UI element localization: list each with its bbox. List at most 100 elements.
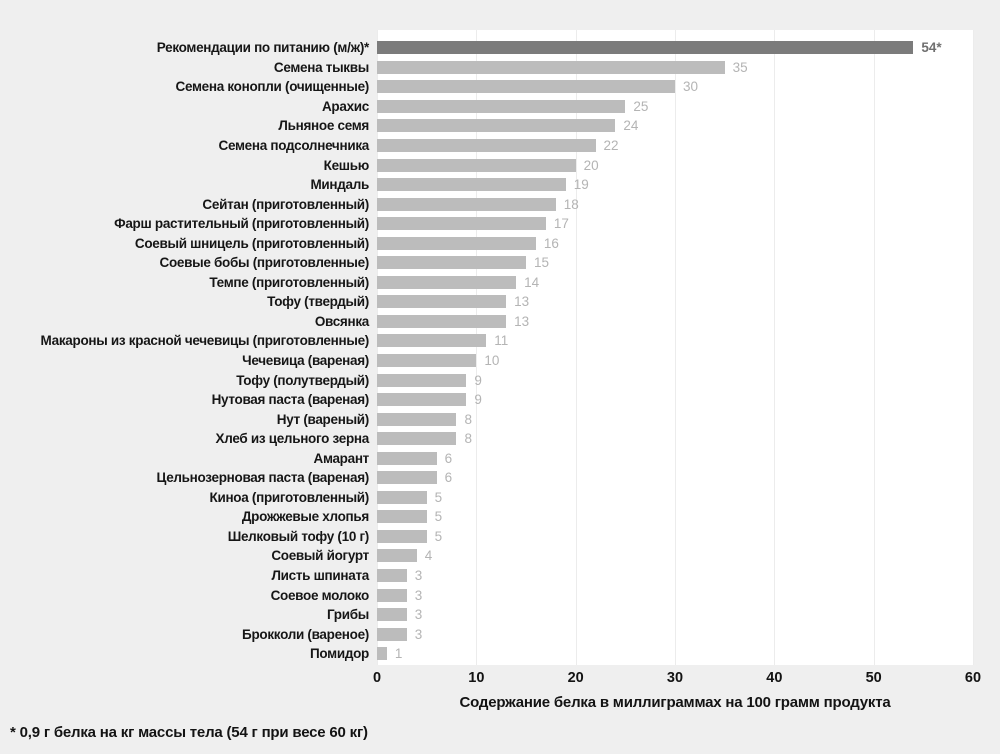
bar — [377, 275, 517, 289]
category-label: Соевый шницель (приготовленный) — [134, 235, 369, 251]
value-label: 54* — [921, 40, 942, 56]
bar-row: Арахис 25 — [0, 97, 1000, 117]
category-label: Хлеб из цельного зерна — [215, 431, 370, 447]
bar — [377, 393, 467, 407]
category-label: Льняное семя — [278, 118, 369, 134]
bar-row: Нутовая паста (вареная) 9 — [0, 390, 1000, 410]
value-label: 10 — [484, 353, 500, 369]
x-tick-label: 20 — [567, 670, 584, 686]
bar — [377, 60, 725, 74]
x-tick-label: 40 — [766, 670, 783, 686]
value-label: 13 — [514, 294, 530, 310]
bar-row: Нут (вареный) 8 — [0, 409, 1000, 429]
category-label: Рекомендации по питанию (м/ж)* — [156, 40, 370, 56]
bar-row: Чечевица (вареная) 10 — [0, 351, 1000, 371]
bar — [377, 471, 437, 485]
gridline — [476, 30, 478, 665]
bar — [377, 99, 626, 113]
category-label: Киноа (приготовленный) — [209, 489, 370, 505]
category-label: Фарш растительный (приготовленный) — [114, 216, 369, 232]
bar-row: Фарш растительный (приготовленный) 17 — [0, 214, 1000, 234]
bar-row: Соевые бобы (приготовленные) 15 — [0, 253, 1000, 273]
value-label: 8 — [464, 411, 472, 427]
category-label: Чечевица (вареная) — [242, 353, 369, 369]
value-label: 15 — [534, 255, 550, 271]
bar — [377, 354, 477, 368]
x-tick-label: 60 — [964, 670, 982, 686]
bar-row: Кешью 20 — [0, 155, 1000, 175]
value-label: 22 — [603, 138, 619, 153]
bar-row: Помидор 1 — [0, 644, 1000, 664]
category-label: Цельнозерновая паста (вареная) — [156, 470, 369, 486]
category-label: Грибы — [326, 607, 369, 623]
bar-row: Соевый шницель (приготовленный) 16 — [0, 233, 1000, 253]
bar — [377, 139, 596, 152]
value-label: 5 — [434, 489, 443, 505]
bar-row: Грибы 3 — [0, 605, 1000, 625]
value-label: 1 — [394, 646, 403, 662]
bar-row: Льняное семя 24 — [0, 116, 1000, 136]
category-label: Арахис — [321, 98, 369, 114]
bar — [377, 314, 507, 328]
category-label: Соевое молоко — [270, 587, 370, 603]
value-label: 24 — [623, 118, 639, 134]
value-label: 19 — [573, 177, 589, 193]
value-label: 8 — [464, 431, 472, 447]
category-label: Семена тыквы — [273, 59, 369, 75]
bar-rows: Рекомендации по питанию (м/ж)* 54* Семена … — [0, 38, 1000, 664]
category-label: Тофу (твердый) — [267, 294, 369, 310]
gridline — [973, 30, 974, 665]
x-axis-title: Содержание белка в миллиграммах на 100 г… — [459, 694, 891, 711]
bar — [377, 256, 526, 270]
gridline — [575, 30, 577, 665]
bar-row: Тофу (твердый) 13 — [0, 292, 1000, 312]
plot-area — [377, 30, 974, 665]
bar-row: Сейтан (приготовленный) 18 — [0, 194, 1000, 214]
category-label: Амарант — [313, 450, 370, 466]
bar-row: Амарант 6 — [0, 448, 1000, 468]
value-label: 6 — [444, 470, 453, 486]
value-label: 25 — [633, 98, 649, 114]
value-label: 9 — [474, 392, 482, 408]
bar — [377, 334, 487, 348]
bar — [377, 197, 556, 211]
category-label: Нутовая паста (вареная) — [211, 392, 370, 408]
gridline — [675, 30, 676, 665]
bar-row: Хлеб из цельного зерна 8 — [0, 429, 1000, 449]
category-label: Нут (вареный) — [276, 411, 370, 427]
bar — [377, 80, 675, 94]
value-label: 16 — [543, 235, 559, 251]
bar-row: Цельнозерновая паста (вареная) 6 — [0, 468, 1000, 488]
value-label: 18 — [563, 196, 579, 212]
category-label: Соевые бобы (приготовленные) — [159, 255, 370, 271]
bar-row: Брокколи (вареное) 3 — [0, 624, 1000, 644]
value-label: 3 — [414, 568, 423, 584]
category-label: Соевый йогурт — [271, 548, 369, 564]
value-label: 17 — [553, 216, 569, 232]
footnote: * 0,9 г белка на кг массы тела (54 г при… — [10, 724, 368, 741]
bar — [377, 432, 457, 446]
bar — [377, 608, 407, 622]
category-label: Шелковый тофу (10 г) — [227, 528, 370, 544]
category-label: Помидор — [309, 646, 369, 662]
category-label: Семена подсолнечника — [218, 138, 370, 153]
category-label: Кешью — [323, 157, 370, 173]
bar — [377, 236, 536, 250]
category-label: Темпе (приготовленный) — [209, 274, 369, 290]
category-label: Дрожжевые хлопья — [241, 509, 369, 525]
bar — [377, 569, 407, 583]
bar — [377, 412, 457, 426]
x-tick-label: 10 — [468, 670, 485, 686]
bar — [377, 529, 427, 543]
category-label: Миндаль — [310, 177, 369, 193]
value-label: 3 — [414, 607, 423, 623]
bar — [377, 295, 507, 309]
bar-row: Рекомендации по питанию (м/ж)* 54* — [0, 38, 1000, 58]
bar — [377, 178, 566, 192]
bar — [377, 217, 546, 231]
bar — [377, 549, 417, 563]
category-label: Семена конопли (очищенные) — [175, 79, 370, 95]
bar-row: Дрожжевые хлопья 5 — [0, 507, 1000, 527]
bar — [377, 373, 467, 387]
category-label: Овсянка — [314, 313, 369, 329]
